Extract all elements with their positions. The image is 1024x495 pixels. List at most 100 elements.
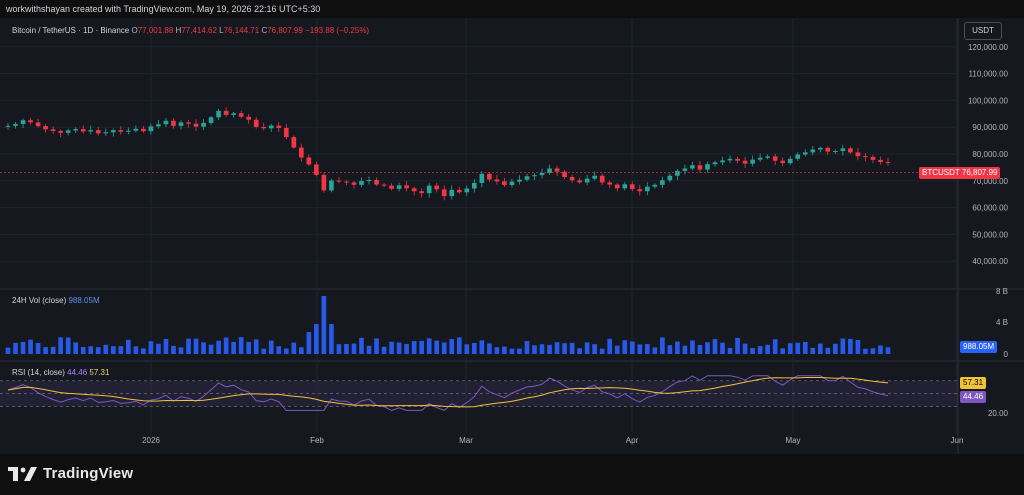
candle-body [554, 168, 560, 172]
volume-bar [682, 345, 688, 354]
volume-bar [419, 340, 425, 354]
rsi-legend-value: 44.46 [67, 368, 88, 377]
candle-body [238, 113, 244, 117]
volume-bar [697, 344, 703, 354]
volume-bar [547, 344, 552, 354]
candle-body [449, 189, 455, 197]
close-label: C [261, 26, 268, 35]
candle-body [426, 185, 432, 194]
candle-body [705, 164, 710, 170]
volume-bar [456, 337, 462, 354]
candle-body [855, 152, 861, 157]
candle-body [471, 182, 477, 189]
candle-body [366, 179, 372, 182]
volume-legend: 24H Vol (close) 988.05M [12, 296, 100, 305]
candle-body [13, 123, 18, 126]
candle-body [629, 184, 635, 190]
chart-svg[interactable]: 120,000.00 110,000.00 100,000.00 90,000.00 8… [0, 18, 1024, 454]
volume-bar [35, 343, 41, 354]
price-axis-label: 120,000.00 [968, 43, 1009, 52]
candle-body [434, 185, 440, 190]
volume-bar [65, 337, 71, 354]
price-axis-label: 70,000.00 [972, 177, 1008, 186]
candle-body [787, 158, 793, 164]
candle-body [720, 160, 725, 163]
candle-body [795, 154, 801, 159]
candle-body [351, 182, 357, 185]
volume-bar [675, 341, 680, 354]
tradingview-logo[interactable]: TradingView [8, 465, 133, 482]
candle-body [336, 180, 342, 182]
volume-bar [73, 342, 79, 354]
candle-body [223, 110, 229, 115]
volume-bar [577, 348, 582, 354]
candle-body [381, 184, 387, 186]
low-label: L [219, 26, 224, 35]
volume-bar [329, 324, 334, 354]
volume-bar [817, 343, 823, 354]
volume-bar [359, 337, 364, 354]
volume-bar [411, 341, 417, 354]
candle-body [885, 162, 891, 164]
last-price-tag: BTCUSDT 76,807.99 [919, 167, 1001, 179]
volume-bar [772, 339, 778, 354]
candle-body [58, 130, 63, 133]
volume-bar [569, 342, 575, 354]
currency-button[interactable]: USDT [964, 22, 1002, 40]
volume-bar [750, 347, 755, 354]
candle-body [441, 189, 447, 197]
volume-bar [118, 346, 124, 354]
candle-body [644, 186, 650, 192]
close-value: 76,807.99 [267, 26, 303, 35]
volume-bar [396, 342, 402, 354]
candle-body [652, 184, 658, 187]
candle-body [464, 188, 470, 193]
volume-bar [660, 337, 665, 354]
candle-body [870, 156, 876, 160]
volume-bar [629, 341, 635, 354]
candle-body [517, 179, 522, 182]
candle-body [840, 148, 846, 152]
volume-bar [163, 338, 169, 354]
candle-body [186, 122, 191, 124]
candle-body [178, 122, 184, 126]
candle-body [148, 126, 154, 132]
candle-body [88, 130, 94, 132]
candle-body [110, 130, 116, 133]
volume-bar [389, 341, 394, 354]
candle-body [283, 128, 289, 138]
volume-bar [156, 343, 161, 354]
candle-body [411, 188, 417, 192]
high-label: H [175, 26, 182, 35]
volume-bar [705, 342, 710, 354]
volume-bar [133, 346, 139, 354]
volume-bar [690, 340, 695, 354]
volume-bar [464, 344, 470, 354]
candle-body [95, 130, 101, 134]
candle-body [667, 175, 673, 181]
rsi-ma-legend-value: 57.31 [89, 368, 110, 377]
candle-body [742, 160, 748, 164]
symbol-title: Bitcoin / TetherUS · 1D · Binance [12, 26, 130, 35]
volume-bar [261, 348, 267, 354]
candle-body [479, 173, 485, 183]
candle-body [50, 129, 56, 131]
volume-bar [825, 347, 831, 354]
time-axis-label: Mar [459, 436, 473, 445]
volume-bar [231, 341, 236, 354]
chart-area[interactable] [0, 18, 1024, 454]
volume-bar [742, 343, 748, 354]
volume-bar [336, 344, 342, 354]
candle-body [547, 168, 552, 174]
volume-bar [299, 347, 304, 354]
volume-bar [381, 346, 387, 354]
candle-body [389, 185, 394, 189]
brand-name: TradingView [43, 465, 134, 482]
candle-body [344, 181, 349, 183]
volume-bar [810, 347, 816, 354]
volume-bar [344, 344, 349, 354]
volume-bar [592, 344, 597, 354]
candle-body [592, 175, 597, 179]
candle-body [848, 148, 853, 153]
rsi-axis-label: 20.00 [988, 409, 1009, 418]
